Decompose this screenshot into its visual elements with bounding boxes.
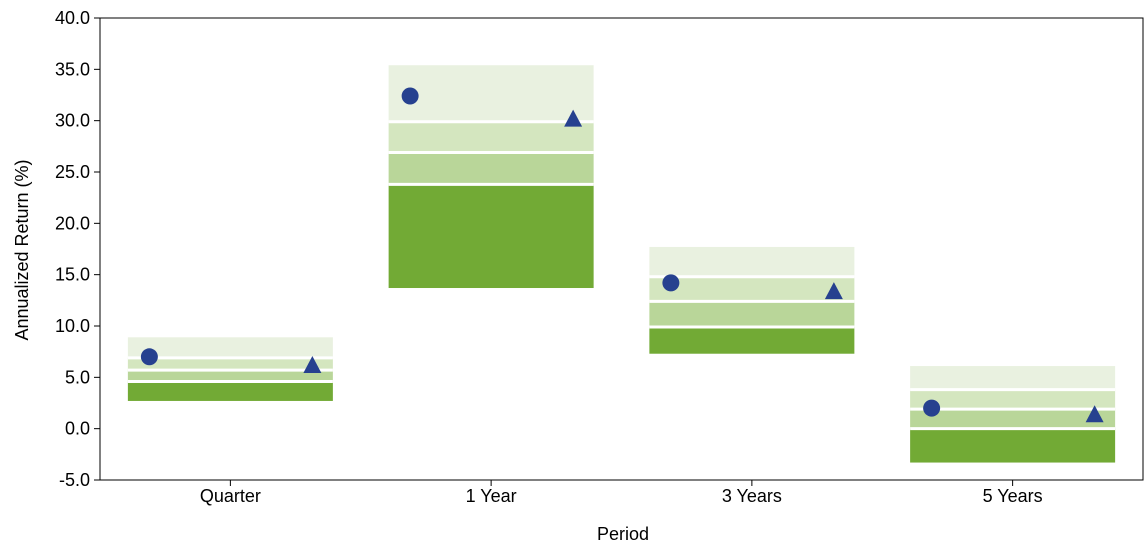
circle-marker	[923, 399, 941, 417]
band-50-75	[388, 152, 594, 185]
band-5-25	[649, 246, 855, 277]
band-50-75	[649, 301, 855, 328]
x-tick-label: 3 Years	[722, 486, 782, 506]
triangle-marker	[303, 356, 322, 374]
band-25-50	[649, 276, 855, 302]
y-tick-label: 20.0	[55, 213, 90, 233]
x-axis: Quarter 1 Year 3 Years 5 Years	[200, 480, 1043, 506]
y-tick-label: 0.0	[65, 419, 90, 439]
y-tick-label: -5.0	[59, 470, 90, 490]
band-75-95	[388, 184, 594, 289]
band-25-50	[388, 121, 594, 153]
circle-marker	[401, 87, 419, 105]
band-75-95	[127, 381, 333, 401]
range-bands	[127, 65, 1116, 463]
circle-marker	[140, 348, 158, 366]
plot-border	[99, 17, 1144, 481]
band-25-50	[910, 389, 1116, 410]
plot-area	[99, 17, 1144, 481]
band-75-95	[910, 428, 1116, 463]
triangle-marker	[564, 109, 583, 127]
y-tick-label: 5.0	[65, 367, 90, 387]
band-5-25	[127, 337, 333, 358]
band-5-25	[910, 366, 1116, 390]
triangle-marker	[824, 282, 843, 300]
circle-marker	[662, 274, 680, 292]
y-axis: 40.0 35.0 30.0 25.0 20.0 15.0 10.0 5.0 0.0 -5.0	[55, 8, 100, 490]
y-tick-label: 40.0	[55, 8, 90, 28]
x-tick-label: 5 Years	[983, 486, 1043, 506]
x-tick-label: 1 Year	[466, 486, 517, 506]
band-50-75	[910, 409, 1116, 429]
y-tick-label: 10.0	[55, 316, 90, 336]
y-tick-label: 35.0	[55, 59, 90, 79]
triangle-marker	[1085, 405, 1104, 423]
band-75-95	[649, 327, 855, 354]
y-tick-label: 30.0	[55, 111, 90, 131]
band-5-25	[388, 65, 594, 122]
band-25-50	[127, 357, 333, 371]
x-tick-label: Quarter	[200, 486, 261, 506]
markers	[140, 87, 1104, 423]
y-axis-title: Annualized Return (%)	[12, 159, 32, 340]
band-50-75	[127, 370, 333, 382]
y-tick-label: 25.0	[55, 162, 90, 182]
x-axis-title: Period	[597, 524, 649, 544]
y-tick-label: 15.0	[55, 265, 90, 285]
